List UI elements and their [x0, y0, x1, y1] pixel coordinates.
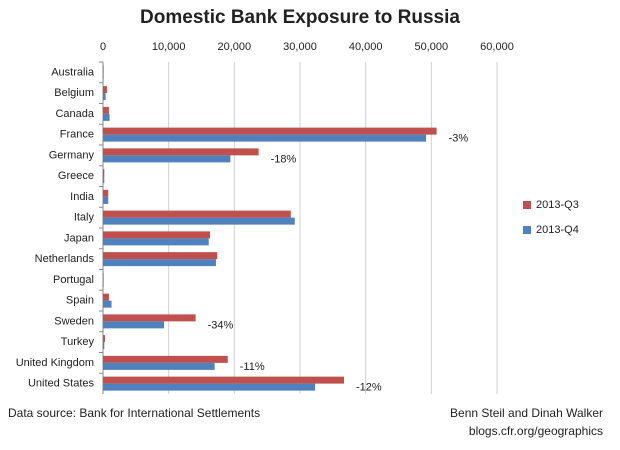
y-tick-label: Portugal: [53, 274, 94, 286]
bar: [103, 210, 291, 218]
credit-url: blogs.cfr.org/geographics: [469, 424, 603, 438]
y-tick-label: Germany: [49, 149, 95, 161]
bar: [103, 155, 231, 163]
bar: [103, 383, 316, 391]
x-tick-label: 10,000: [152, 41, 186, 53]
annotation: -18%: [271, 153, 297, 165]
y-tick-label: Spain: [66, 295, 94, 307]
bar: [103, 72, 104, 80]
annotation: -12%: [356, 382, 382, 394]
bar: [103, 86, 107, 94]
x-tick-label: 30,000: [283, 41, 317, 53]
legend-swatch: [523, 201, 531, 209]
bar: [103, 65, 104, 73]
y-tick-label: Belgium: [54, 87, 94, 99]
bar: [103, 293, 109, 301]
annotation: -34%: [208, 319, 234, 331]
bar: [103, 259, 216, 267]
bar: [103, 272, 104, 280]
source-note: Data source: Bank for International Sett…: [8, 406, 260, 420]
bar: [103, 231, 211, 239]
bar: [103, 106, 109, 114]
bar: [103, 93, 106, 101]
bar: [103, 148, 259, 156]
legend-label: 2013-Q4: [536, 224, 579, 236]
bar: [103, 355, 228, 363]
y-tick-label: India: [70, 191, 95, 203]
bar: [103, 134, 427, 142]
y-tick-label: Italy: [74, 212, 95, 224]
y-tick-label: Netherlands: [35, 253, 95, 265]
bar: [103, 189, 109, 197]
bar: [103, 176, 105, 184]
legend-label: 2013-Q3: [536, 199, 579, 211]
x-tick-label: 20,000: [218, 41, 252, 53]
bar: [103, 376, 344, 384]
bar: [103, 342, 105, 350]
y-tick-label: Canada: [55, 108, 94, 120]
y-tick-label: Sweden: [54, 315, 94, 327]
y-tick-label: Japan: [64, 232, 94, 244]
bar: [103, 314, 196, 322]
bar: [103, 252, 218, 260]
x-tick-label: 0: [100, 41, 106, 53]
x-tick-label: 50,000: [415, 41, 449, 53]
y-tick-label: United States: [28, 378, 95, 390]
legend-swatch: [523, 226, 531, 234]
bar: [103, 113, 110, 121]
bar: [103, 335, 105, 343]
bar: [103, 279, 104, 287]
bar: [103, 362, 215, 370]
bar: [103, 321, 165, 329]
y-tick-label: Greece: [58, 170, 94, 182]
x-tick-label: 40,000: [349, 41, 383, 53]
bar: [103, 127, 437, 135]
bar: [103, 169, 105, 177]
bar: [103, 300, 112, 308]
annotation: -11%: [240, 361, 265, 373]
bar: [103, 238, 209, 246]
y-tick-label: United Kingdom: [16, 357, 94, 369]
credit: Benn Steil and Dinah Walker: [450, 406, 603, 420]
x-tick-label: 60,000: [480, 41, 514, 53]
annotation: -3%: [449, 133, 469, 145]
y-tick-label: Australia: [51, 66, 95, 78]
y-tick-label: France: [60, 129, 94, 141]
y-tick-label: Turkey: [61, 336, 95, 348]
bar: [103, 196, 109, 204]
bar: [103, 217, 295, 225]
chart-title: Domestic Bank Exposure to Russia: [140, 7, 460, 28]
